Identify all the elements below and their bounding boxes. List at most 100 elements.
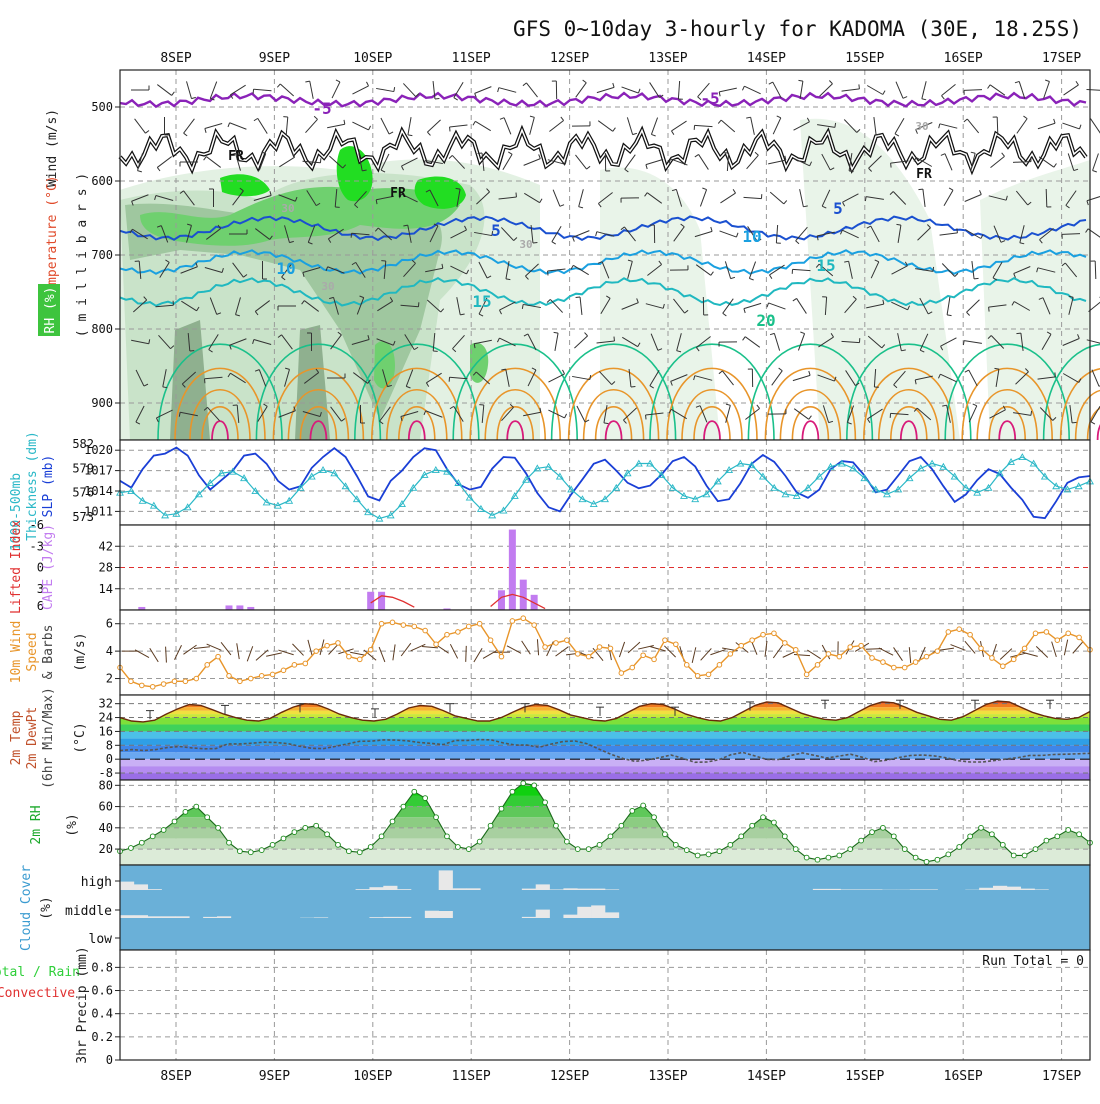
contour-label: 10 [276,259,295,278]
label-precip-1: Total / Rain [0,965,80,980]
rh-point [815,857,820,862]
wind-barb-flag [1016,333,1020,334]
temp-band [120,773,1090,780]
run-total: Run Total = 0 [982,954,1084,969]
label-wind10-2: Speed [25,632,40,671]
label-rh: RH (%) [43,287,58,334]
date-label-bottom: 14SEP [747,1069,786,1084]
rh-point [968,834,973,839]
wind10-point [543,645,548,650]
wind10-point [935,649,940,654]
wind-barb-flag [994,368,998,369]
high-cloud-bar [522,889,536,890]
wind10-point [161,682,166,687]
rh-point [346,849,351,854]
wind10-point [194,676,199,681]
rh-point [477,839,482,844]
thickness-tick-label: 582 [72,437,94,451]
high-cloud-bar [563,888,577,890]
wind-barb [1091,406,1100,422]
rh-point [259,848,264,853]
wind-barb [1092,370,1099,387]
wind10-point [892,665,897,670]
high-cloud-bar [841,889,855,890]
wind10-point [259,674,264,679]
y-tick-label: 40 [99,821,113,835]
y-tick-label: 800 [91,322,113,336]
rh-point [739,834,744,839]
mid-cloud-bar [162,916,176,918]
date-label-bottom: 8SEP [160,1069,191,1084]
wind-barb-flag [865,197,866,201]
rh-point [336,842,341,847]
label-precip-2: Convective [0,986,75,1001]
mid-cloud-bar [522,917,536,918]
y-tick-label: 900 [91,396,113,410]
rh-point [227,840,232,845]
wind10-point [783,641,788,646]
rh-point [575,847,580,852]
wind10-point [292,663,297,668]
label-slp: SLP (mb) [41,455,56,518]
wind10-point [248,676,253,681]
y-tick-label: 700 [91,248,113,262]
wind10-point [129,679,134,684]
wind10-point [434,642,439,647]
rh-point [401,804,406,809]
rh-point [924,859,929,864]
mid-cloud-bar [217,916,231,918]
wind10-point [597,645,602,650]
wind10-point [641,653,646,658]
rh-point [194,804,199,809]
wind10-point [608,646,613,651]
rh-point [248,850,253,855]
rh-point [488,823,493,828]
rh-point [172,819,177,824]
wind10-point [227,674,232,679]
label-cloud-unit: (%) [39,896,54,919]
contour-label: 15 [816,256,835,275]
wind10-point [946,630,951,635]
cloud-level-label: low [89,932,113,947]
rh-point [434,815,439,820]
label-wind10-3: & Barbs [41,625,56,680]
wind10-point [1022,646,1027,651]
wind-barb-flag [798,80,802,81]
wind10-point [390,620,395,625]
wind-barb [997,117,998,135]
label-temp2m-1: 2m Temp [9,710,24,765]
rh-point [412,789,417,794]
rh-point [826,855,831,860]
mid-cloud-bar [175,916,189,918]
label-temp2m-unit: (°C) [73,722,88,753]
rh-point [390,819,395,824]
rh-point [848,847,853,852]
wind-barb-flag [933,267,934,271]
wind-barb [1093,153,1099,170]
wind10-point [804,672,809,677]
wind-barb-flag [849,171,853,172]
date-label-bottom: 16SEP [944,1069,983,1084]
mid-cloud-bar [591,905,605,918]
wind10-point [979,646,984,651]
high-cloud-bar [854,889,868,890]
rh-point [455,845,460,850]
high-cloud-bar [827,889,841,890]
high-cloud-bar [356,889,370,890]
rh-point [902,847,907,852]
cape-bar [225,605,232,610]
rh-point [292,830,297,835]
high-cloud-bar [577,889,591,890]
wind10-point [793,647,798,652]
mid-cloud-bar [425,911,439,918]
y-tick-label: 8 [106,738,113,752]
wind10-point [303,661,308,666]
high-cloud-bar [924,889,938,890]
rh-point [750,823,755,828]
label-wind10-1: 10m Wind [9,621,24,684]
rh-point [859,838,864,843]
